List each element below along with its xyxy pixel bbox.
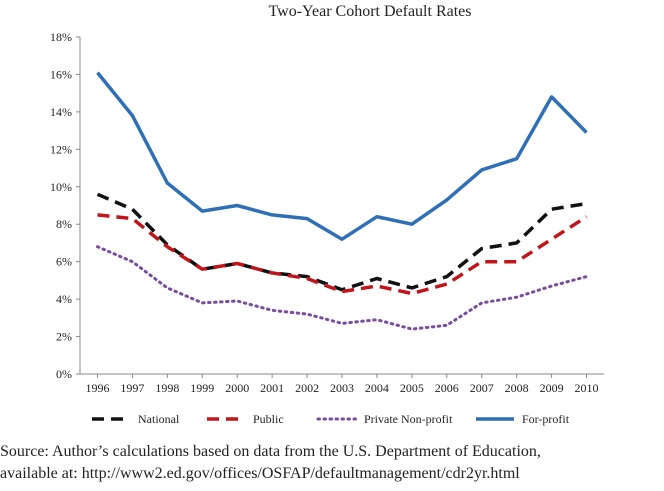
y-tick-label: 18% (50, 30, 72, 44)
series-line-public (97, 213, 588, 296)
y-tick-label: 10% (50, 180, 72, 194)
series-line-national (96, 192, 587, 292)
source-line-1: Source: Author’s calculations based on d… (0, 443, 541, 460)
x-tick-label: 2001 (260, 381, 284, 395)
y-tick-label: 8% (56, 217, 72, 231)
legend-label: Private Non-profit (364, 412, 453, 426)
x-tick-label: 2004 (365, 381, 389, 395)
x-tick-label: 2003 (330, 381, 354, 395)
chart-axes: 0% 2% 4% 6% 8% 10% 12% 14% 16% 18% 1996 1997 1998 199… (50, 30, 604, 395)
x-tick-label: 2005 (400, 381, 424, 395)
x-tick-label: 2006 (435, 381, 459, 395)
x-tick-label: 2007 (470, 381, 494, 395)
legend-label: National (138, 412, 180, 426)
y-tick-label: 0% (56, 367, 72, 381)
y-tick-label: 6% (56, 255, 72, 269)
chart-series (96, 71, 588, 331)
y-tick-label: 14% (50, 105, 72, 119)
x-tick-label: 2009 (540, 381, 564, 395)
x-tick-label: 1997 (120, 381, 144, 395)
y-tick-label: 12% (50, 142, 72, 156)
x-tick-label: 1996 (85, 381, 109, 395)
x-tick-label: 2008 (505, 381, 529, 395)
x-tick-label: 2010 (575, 381, 599, 395)
source-line-2: available at: http://www2.ed.gov/offices… (0, 465, 520, 482)
y-tick-label: 16% (50, 67, 72, 81)
legend-label: Public (253, 412, 284, 426)
series-line-private-non-profit (96, 245, 588, 331)
source-note: Source: Author’s calculations based on d… (0, 441, 664, 485)
x-tick-label: 1998 (155, 381, 179, 395)
x-tick-label: 2002 (295, 381, 319, 395)
y-tick-label: 2% (56, 330, 72, 344)
y-tick-label: 4% (56, 292, 72, 306)
legend-label: For-profit (522, 412, 570, 426)
line-chart: Two-Year Cohort Default Rates 0% 2% 4% 6% 8%… (50, 3, 604, 426)
x-tick-label: 2000 (225, 381, 249, 395)
series-line-for-profit (96, 71, 588, 241)
chart-legend: National Public Private Non-profit For-prof… (92, 412, 570, 426)
x-tick-label: 1999 (190, 381, 214, 395)
chart-title: Two-Year Cohort Default Rates (269, 3, 472, 20)
